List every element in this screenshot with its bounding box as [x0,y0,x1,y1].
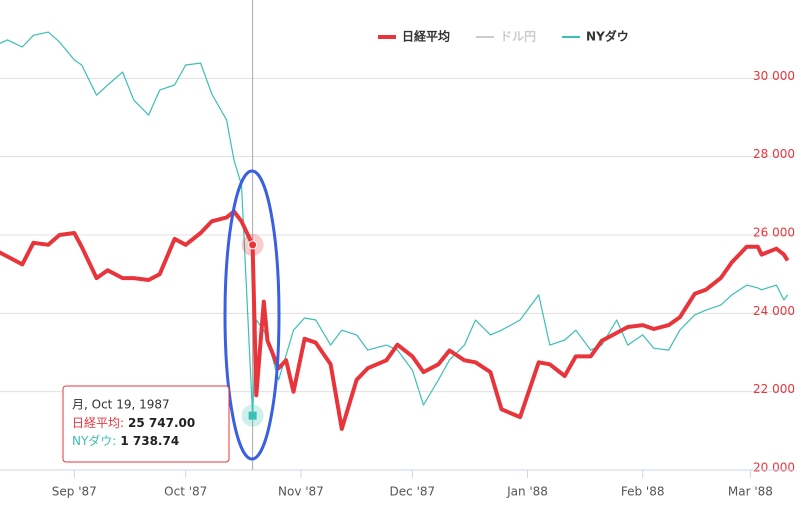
legend: 日経平均 ドル円 NYダウ [378,29,629,44]
legend-label: 日経平均 [402,29,450,44]
y-tick-label: 22 000 [753,382,795,396]
y-tick-label: 20 000 [753,461,795,475]
legend-item[interactable]: 日経平均 [378,29,450,44]
plot-area [0,31,790,431]
grid: 20 000 22 000 24 000 26 000 28 000 30 000 Sep … [0,0,795,499]
x-tick-label: Oct '87 [164,485,207,499]
tooltip-label: NYダウ: [72,433,116,448]
y-tick-label: 28 000 [753,147,795,161]
x-tick-label: Sep '87 [52,485,97,499]
tooltip-date: 月, Oct 19, 1987 [72,398,170,412]
x-tick-label: Nov '87 [278,485,324,499]
highlight-ellipse [223,169,281,461]
tooltip-value: 1 738.74 [120,434,179,448]
legend-label: NYダウ [586,29,629,44]
y-tick-label: 26 000 [753,226,795,240]
tooltip: 月, Oct 19, 1987 日経平均: 25 747.00 NYダウ: 1 738.… [62,233,264,463]
y-tick-label: 24 000 [753,304,795,318]
legend-item[interactable]: ドル円 [476,30,536,44]
legend-label: ドル円 [500,30,536,44]
tooltip-label: 日経平均: [72,416,124,430]
series-line [0,209,790,431]
tooltip-row: NYダウ: 1 738.74 [72,433,179,448]
x-tick-label: Dec '87 [390,485,436,499]
y-tick-label: 30 000 [753,69,795,83]
tooltip-box [62,385,230,463]
legend-item[interactable]: NYダウ [562,29,629,44]
hover-marker [248,240,258,250]
series-line [0,31,789,417]
x-tick-label: Jan '88 [506,485,548,499]
tooltip-value: 25 747.00 [128,416,195,430]
x-tick-label: Mar '88 [728,485,773,499]
tooltip-row: 日経平均: 25 747.00 [72,416,195,430]
x-tick-label: Feb '88 [621,485,665,499]
hover-marker [248,411,257,420]
